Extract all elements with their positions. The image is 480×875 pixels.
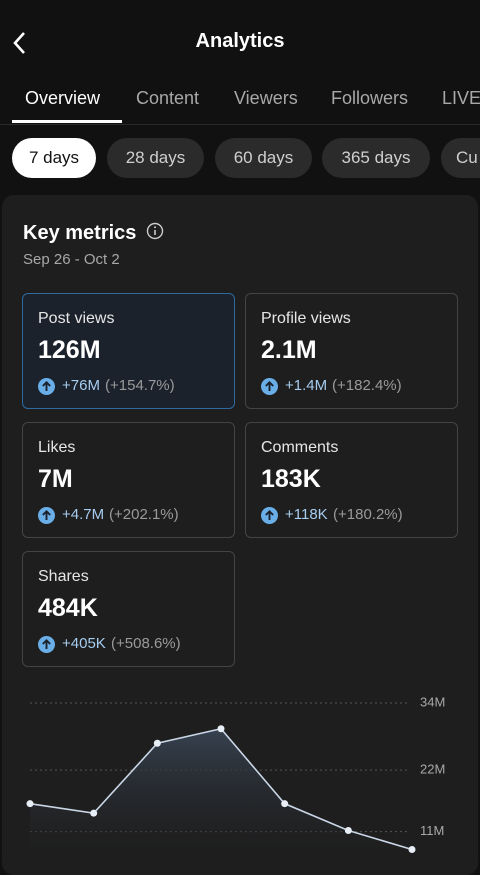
range-pill[interactable]: 7 days bbox=[12, 138, 96, 178]
metric-label: Likes bbox=[38, 439, 76, 456]
point bbox=[281, 800, 289, 808]
up-icon bbox=[261, 378, 278, 395]
metric-change: +1.4M bbox=[285, 377, 328, 394]
tab[interactable]: LIVE bbox=[442, 88, 480, 108]
tab[interactable]: Content bbox=[136, 88, 200, 108]
y-tick-label: 11M bbox=[420, 823, 444, 838]
range-pill[interactable]: 28 days bbox=[107, 138, 204, 178]
up-icon bbox=[38, 636, 55, 653]
metric-value: 2.1M bbox=[261, 336, 317, 364]
screen: Analytics Overview Content Viewers Follower… bbox=[0, 30, 480, 875]
metric-value: 183K bbox=[261, 465, 321, 493]
metric-change: +118K bbox=[285, 506, 328, 523]
back-button[interactable] bbox=[10, 30, 30, 56]
metric-card[interactable]: Post views 126M +76M (+154.7%) bbox=[22, 293, 235, 409]
range-pill[interactable]: 60 days bbox=[215, 138, 312, 178]
up-icon bbox=[38, 378, 55, 395]
tab[interactable]: Followers bbox=[331, 88, 409, 108]
metric-card[interactable]: Comments 183K +118K (+180.2%) bbox=[245, 422, 458, 538]
metric-value: 126M bbox=[38, 336, 101, 364]
point bbox=[26, 800, 34, 808]
metric-pct: (+202.1%) bbox=[109, 506, 179, 523]
point bbox=[344, 827, 352, 835]
metric-card[interactable]: Profile views 2.1M +1.4M (+182.4%) bbox=[245, 293, 458, 409]
up-icon bbox=[261, 507, 278, 524]
up-icon bbox=[38, 507, 55, 524]
range-bar: 7 days 28 days 60 days 365 days Cu bbox=[0, 138, 480, 180]
area bbox=[30, 728, 412, 854]
y-tick-label: 22M bbox=[420, 762, 445, 777]
page-title: Analytics bbox=[195, 30, 285, 52]
metric-label: Post views bbox=[38, 310, 115, 327]
metric-change: +405K bbox=[62, 635, 106, 652]
section-title: Key metrics bbox=[23, 222, 164, 245]
y-tick-label: 34M bbox=[420, 694, 445, 709]
section-title-text: Key metrics bbox=[23, 222, 137, 244]
point bbox=[90, 809, 98, 817]
tab-bar: Overview Content Viewers Followers LIVE bbox=[0, 84, 480, 125]
metric-value: 484K bbox=[38, 594, 98, 622]
info-icon[interactable] bbox=[146, 222, 164, 240]
metric-pct: (+182.4%) bbox=[332, 377, 402, 394]
point bbox=[153, 739, 161, 747]
metric-label: Profile views bbox=[261, 310, 351, 327]
metric-card[interactable]: Shares 484K +405K (+508.6%) bbox=[22, 551, 235, 667]
metric-pct: (+508.6%) bbox=[111, 635, 181, 652]
metric-change: +4.7M bbox=[62, 506, 105, 523]
point bbox=[408, 846, 416, 854]
range-pill[interactable]: 365 days bbox=[322, 138, 430, 178]
metric-pct: (+154.7%) bbox=[105, 377, 175, 394]
point bbox=[217, 725, 225, 733]
section-dates: Sep 26 - Oct 2 bbox=[23, 251, 120, 268]
metric-label: Comments bbox=[261, 439, 339, 456]
range-pill[interactable]: Cu bbox=[441, 138, 480, 178]
line-chart: 34M 22M 11M bbox=[26, 694, 445, 854]
metric-value: 7M bbox=[38, 465, 73, 493]
metric-change: +76M bbox=[62, 377, 100, 394]
tab[interactable]: Viewers bbox=[234, 88, 298, 108]
metric-label: Shares bbox=[38, 568, 89, 585]
tab[interactable]: Overview bbox=[25, 88, 101, 108]
metric-card[interactable]: Likes 7M +4.7M (+202.1%) bbox=[22, 422, 235, 538]
metric-pct: (+180.2%) bbox=[333, 506, 403, 523]
tab-indicator bbox=[12, 120, 122, 123]
